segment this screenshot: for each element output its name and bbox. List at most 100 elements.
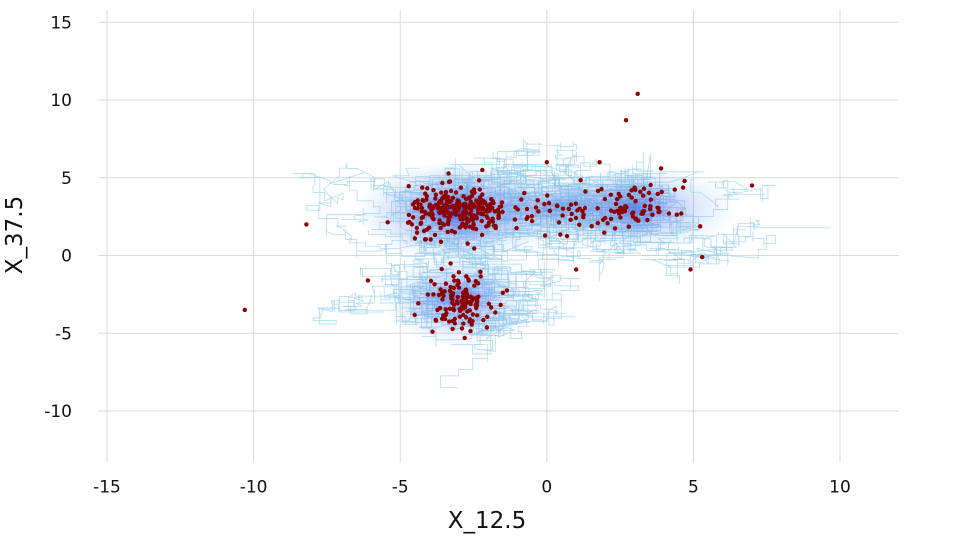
data-point bbox=[464, 288, 469, 293]
data-point bbox=[648, 182, 653, 188]
x-tick-label: 10 bbox=[829, 477, 851, 497]
data-point bbox=[602, 230, 607, 235]
data-point bbox=[459, 326, 465, 331]
data-point bbox=[620, 209, 625, 215]
data-point bbox=[491, 223, 497, 228]
data-point bbox=[666, 211, 672, 216]
data-point bbox=[425, 186, 430, 191]
data-point bbox=[465, 309, 470, 314]
data-point bbox=[431, 292, 436, 297]
data-point bbox=[542, 201, 547, 207]
data-point bbox=[438, 239, 444, 244]
trajectory-line bbox=[667, 220, 830, 268]
data-point bbox=[416, 301, 421, 306]
data-point bbox=[423, 191, 428, 196]
data-point bbox=[475, 299, 480, 304]
data-point bbox=[491, 200, 496, 206]
data-point bbox=[635, 91, 640, 97]
data-point bbox=[497, 204, 502, 210]
data-point bbox=[451, 274, 456, 279]
data-point bbox=[638, 189, 643, 194]
data-point bbox=[438, 225, 443, 231]
data-point bbox=[580, 209, 585, 214]
data-point bbox=[556, 220, 562, 225]
data-point bbox=[455, 294, 460, 300]
data-point bbox=[427, 204, 432, 209]
data-point bbox=[560, 213, 565, 218]
data-point bbox=[470, 318, 475, 324]
data-point bbox=[480, 192, 485, 197]
data-point bbox=[440, 290, 445, 295]
data-point bbox=[459, 223, 465, 228]
data-point bbox=[656, 205, 661, 211]
data-point bbox=[432, 282, 437, 287]
data-point bbox=[555, 203, 560, 209]
data-point bbox=[440, 180, 445, 186]
data-point bbox=[489, 205, 495, 210]
data-point bbox=[633, 199, 638, 204]
data-point bbox=[458, 308, 463, 314]
data-point bbox=[446, 211, 451, 216]
data-point bbox=[432, 232, 438, 238]
data-point bbox=[514, 225, 519, 231]
data-point bbox=[430, 329, 435, 334]
data-point bbox=[463, 222, 468, 228]
data-point bbox=[471, 222, 476, 228]
data-point bbox=[672, 187, 677, 192]
data-point bbox=[456, 198, 461, 204]
data-point bbox=[433, 192, 439, 197]
data-point bbox=[618, 215, 623, 220]
data-point bbox=[595, 220, 600, 226]
data-point bbox=[626, 192, 632, 198]
data-point bbox=[474, 216, 479, 221]
data-point bbox=[440, 297, 445, 302]
data-point bbox=[419, 215, 424, 221]
data-point bbox=[447, 306, 453, 311]
data-point bbox=[449, 228, 454, 234]
data-point bbox=[479, 232, 485, 238]
data-point bbox=[439, 190, 444, 195]
data-point bbox=[478, 201, 483, 206]
data-point bbox=[442, 316, 448, 322]
data-point bbox=[577, 222, 582, 227]
data-point bbox=[608, 216, 614, 222]
data-point bbox=[605, 221, 610, 226]
data-point bbox=[421, 198, 426, 204]
y-tick-label: 0 bbox=[61, 247, 72, 267]
data-point bbox=[444, 200, 449, 205]
data-point bbox=[471, 204, 476, 209]
data-point bbox=[420, 185, 425, 190]
data-point bbox=[589, 224, 594, 229]
data-point bbox=[533, 205, 539, 210]
data-point bbox=[447, 319, 452, 324]
trajectory-line bbox=[481, 231, 580, 308]
data-point bbox=[603, 215, 608, 221]
data-point bbox=[472, 283, 477, 288]
data-point bbox=[456, 285, 462, 290]
data-point bbox=[451, 285, 457, 291]
data-point bbox=[500, 209, 505, 215]
data-point bbox=[640, 209, 645, 214]
data-point bbox=[581, 215, 586, 220]
data-point bbox=[427, 212, 432, 217]
data-point bbox=[478, 197, 484, 202]
data-point bbox=[430, 215, 435, 220]
data-point bbox=[443, 281, 449, 286]
data-point bbox=[642, 203, 647, 208]
data-point bbox=[544, 160, 549, 165]
data-point bbox=[450, 292, 455, 298]
data-point bbox=[425, 292, 431, 297]
points-series bbox=[242, 91, 755, 341]
data-point bbox=[700, 254, 705, 260]
data-point bbox=[423, 211, 428, 216]
y-tick-label: -10 bbox=[44, 402, 72, 422]
data-point bbox=[698, 224, 703, 229]
data-point bbox=[450, 318, 455, 324]
data-point bbox=[450, 297, 455, 302]
data-point bbox=[674, 212, 679, 217]
data-point bbox=[458, 185, 464, 190]
x-tick-labels: -15 -10 -5 0 5 10 bbox=[93, 477, 851, 497]
data-point bbox=[655, 191, 660, 197]
data-point bbox=[473, 279, 478, 284]
